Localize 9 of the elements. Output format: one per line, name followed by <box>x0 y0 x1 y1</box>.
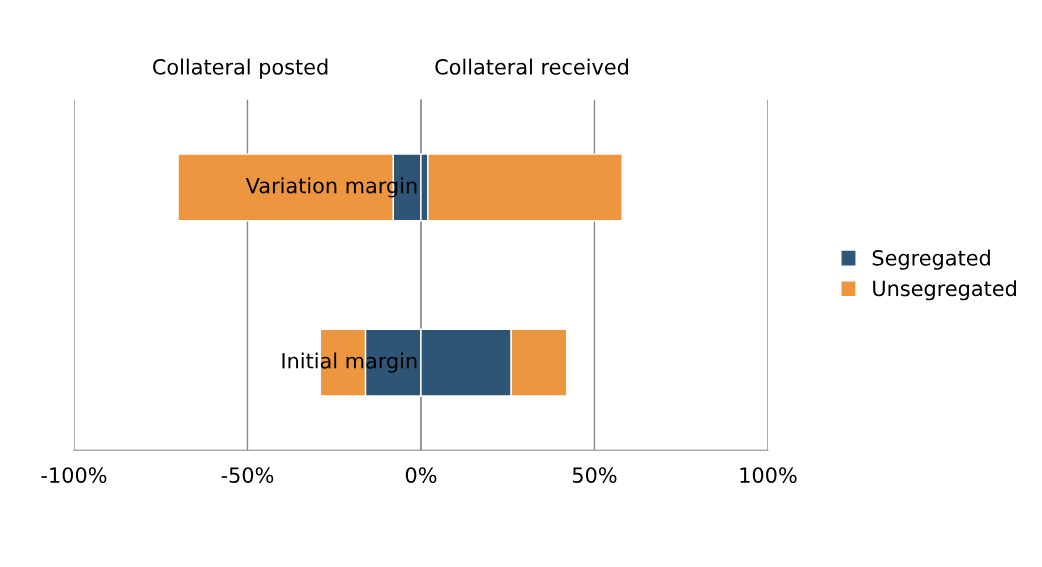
text: Collateral posted <box>153 58 328 79</box>
x-tick-label: 0% <box>405 467 437 483</box>
x-tick-label: -50% <box>221 467 274 483</box>
x-tick-label: 50% <box>572 467 617 483</box>
legend-label: Unsegregated <box>873 280 1016 301</box>
text: Collateral received <box>435 58 628 75</box>
x-tick-label: 100% <box>740 467 797 483</box>
legend-label: Segregated <box>872 249 990 270</box>
x-tick-label: -100% <box>41 467 107 483</box>
